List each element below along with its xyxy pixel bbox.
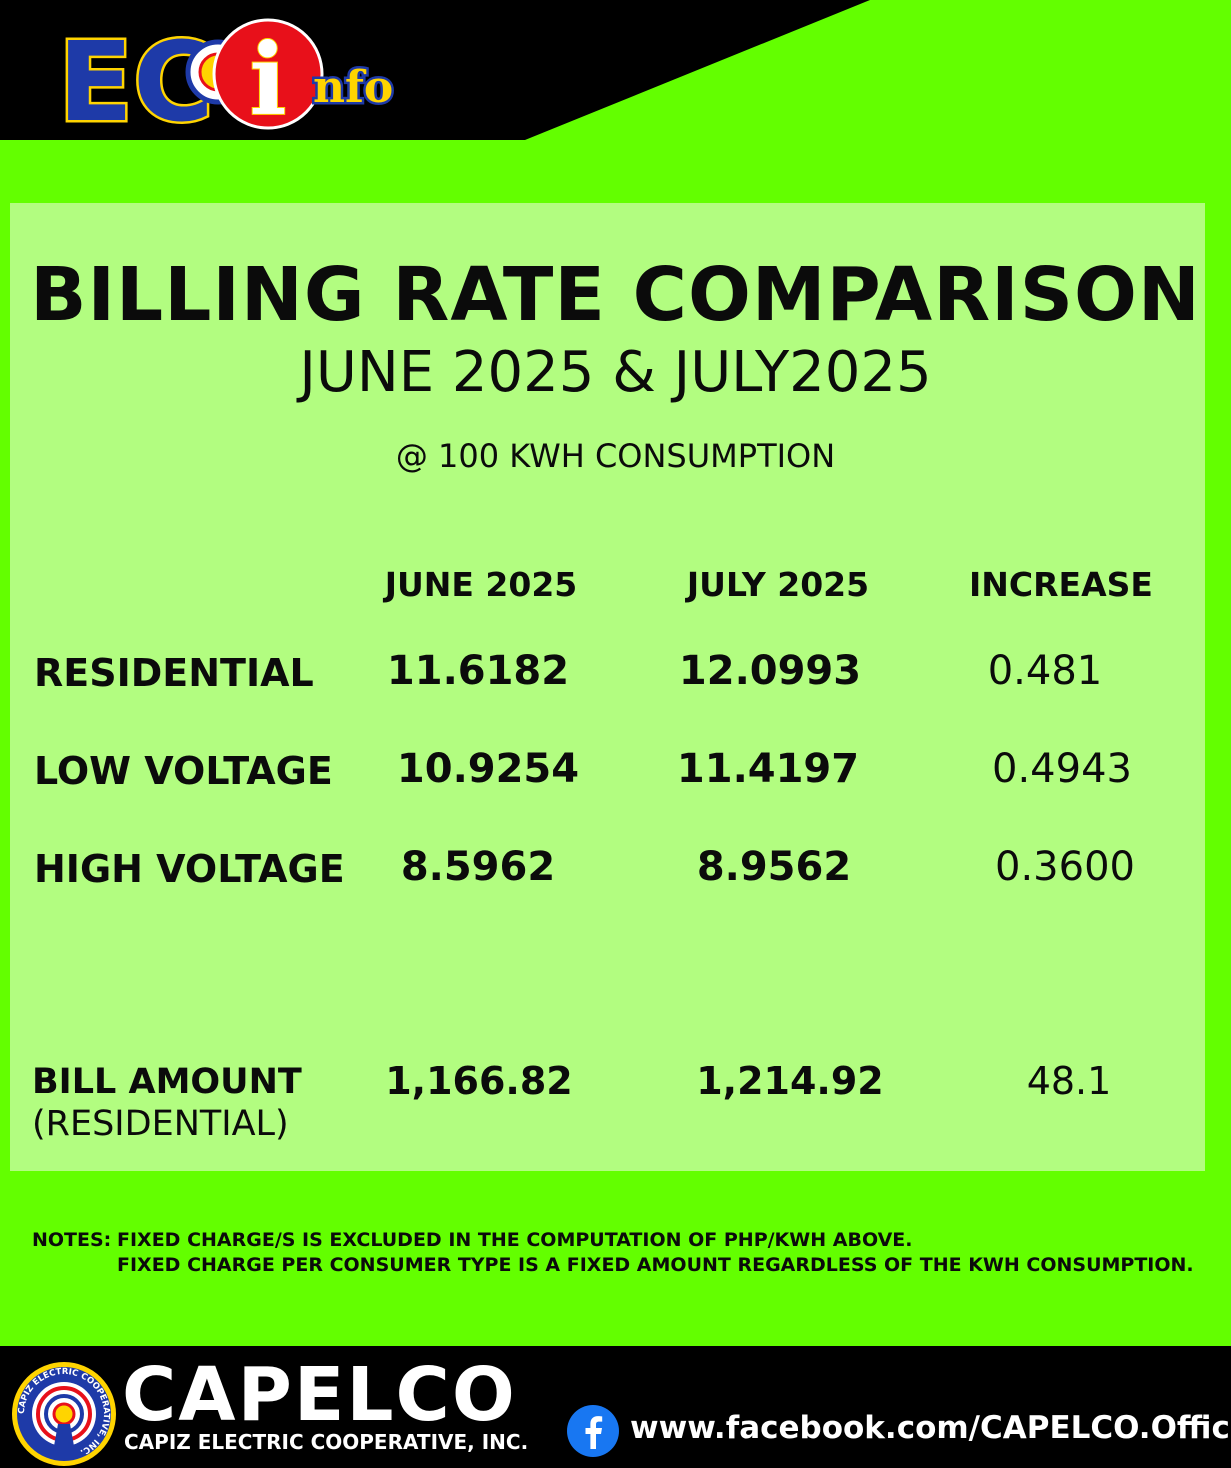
cell-june: 10.9254 (396, 746, 580, 792)
cell-july: 8.9562 (696, 844, 852, 890)
column-header-increase: INCREASE (969, 565, 1153, 604)
bill-june: 1,166.82 (385, 1059, 573, 1103)
notes-line-1: FIXED CHARGE/S IS EXCLUDED IN THE COMPUT… (117, 1229, 913, 1251)
bill-july: 1,214.92 (696, 1059, 884, 1103)
row-label-residential: RESIDENTIAL (34, 651, 314, 695)
cell-june: 11.6182 (386, 648, 570, 694)
footer-band (0, 1346, 1231, 1468)
ecinfo-logo: EC i nfo (58, 16, 396, 131)
capelco-seal-logo: CAPIZ ELECTRIC COOPERATIVE, INC. (12, 1362, 116, 1466)
notes-line-2: FIXED CHARGE PER CONSUMER TYPE IS A FIXE… (117, 1254, 1194, 1276)
logo-i-text: i (249, 23, 286, 130)
cell-increase: 0.4943 (992, 746, 1132, 792)
brand-name: CAPELCO (122, 1352, 517, 1438)
logo-ec-text: EC (58, 18, 214, 130)
row-label-high-voltage: HIGH VOLTAGE (34, 847, 345, 891)
cell-increase: 0.481 (987, 648, 1103, 694)
facebook-link[interactable]: www.facebook.com/CAPELCO.Official (630, 1410, 1231, 1446)
column-header-june: JUNE 2025 (384, 565, 578, 604)
cell-july: 12.0993 (678, 648, 862, 694)
brand-subtitle: CAPIZ ELECTRIC COOPERATIVE, INC. (124, 1430, 529, 1454)
row-label-low-voltage: LOW VOLTAGE (34, 749, 333, 793)
bill-label: BILL AMOUNT (32, 1062, 302, 1102)
bill-label-sub: (RESIDENTIAL) (32, 1104, 289, 1144)
header-band (0, 0, 870, 140)
content-panel (10, 203, 1205, 1171)
cell-july: 11.4197 (676, 746, 860, 792)
consumption-note: @ 100 KWH CONSUMPTION (395, 437, 836, 475)
cell-increase: 0.3600 (995, 844, 1135, 890)
page-title: BILLING RATE COMPARISON (30, 252, 1201, 338)
facebook-icon[interactable] (566, 1404, 620, 1458)
cell-june: 8.5962 (400, 844, 556, 890)
column-header-july: JULY 2025 (686, 565, 870, 604)
page-subtitle: JUNE 2025 & JULY2025 (299, 340, 932, 405)
logo-nfo-text: nfo (313, 62, 393, 113)
bill-increase: 48.1 (1026, 1059, 1112, 1103)
notes-prefix: NOTES: (32, 1229, 112, 1251)
